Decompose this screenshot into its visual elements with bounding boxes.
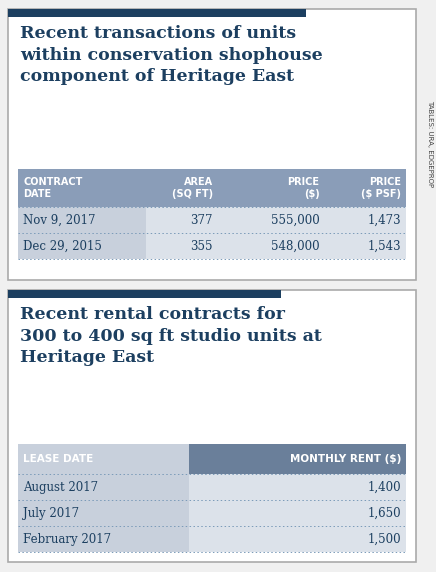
Text: Recent rental contracts for
300 to 400 sq ft studio units at
Heritage East: Recent rental contracts for 300 to 400 s… [20,306,322,366]
Text: 555,000: 555,000 [271,213,320,227]
Text: 1,543: 1,543 [368,240,401,252]
Bar [18,444,189,474]
Bar [8,9,416,280]
Text: TABLES: URA, EDGEPROP: TABLES: URA, EDGEPROP [427,101,433,188]
Bar [18,474,189,500]
Bar [18,207,146,233]
Bar [18,233,146,259]
Bar [8,290,416,562]
Bar [189,474,406,500]
Bar [146,233,406,259]
Bar [8,290,281,298]
Bar [189,526,406,552]
Bar [189,500,406,526]
Bar [8,9,306,17]
Text: February 2017: February 2017 [23,533,111,546]
Bar [18,526,189,552]
Bar [18,500,189,526]
Text: Nov 9, 2017: Nov 9, 2017 [23,213,95,227]
Text: Recent transactions of units
within conservation shophouse
component of Heritage: Recent transactions of units within cons… [20,25,323,85]
Text: PRICE
($): PRICE ($) [287,177,320,198]
Bar [189,444,406,474]
Text: Dec 29, 2015: Dec 29, 2015 [23,240,102,252]
Text: 1,650: 1,650 [368,506,401,519]
Bar [146,207,406,233]
Text: 377: 377 [191,213,213,227]
Text: August 2017: August 2017 [23,480,98,494]
Text: 1,500: 1,500 [368,533,401,546]
Text: AREA
(SQ FT): AREA (SQ FT) [172,177,213,198]
Text: MONTHLY RENT ($): MONTHLY RENT ($) [290,454,401,464]
Text: 355: 355 [191,240,213,252]
Bar [18,169,406,207]
Text: 1,400: 1,400 [368,480,401,494]
Text: CONTRACT
DATE: CONTRACT DATE [23,177,82,198]
Text: PRICE
($ PSF): PRICE ($ PSF) [361,177,401,198]
Text: July 2017: July 2017 [23,506,79,519]
Text: 548,000: 548,000 [271,240,320,252]
Text: LEASE DATE: LEASE DATE [23,454,93,464]
Text: 1,473: 1,473 [368,213,401,227]
